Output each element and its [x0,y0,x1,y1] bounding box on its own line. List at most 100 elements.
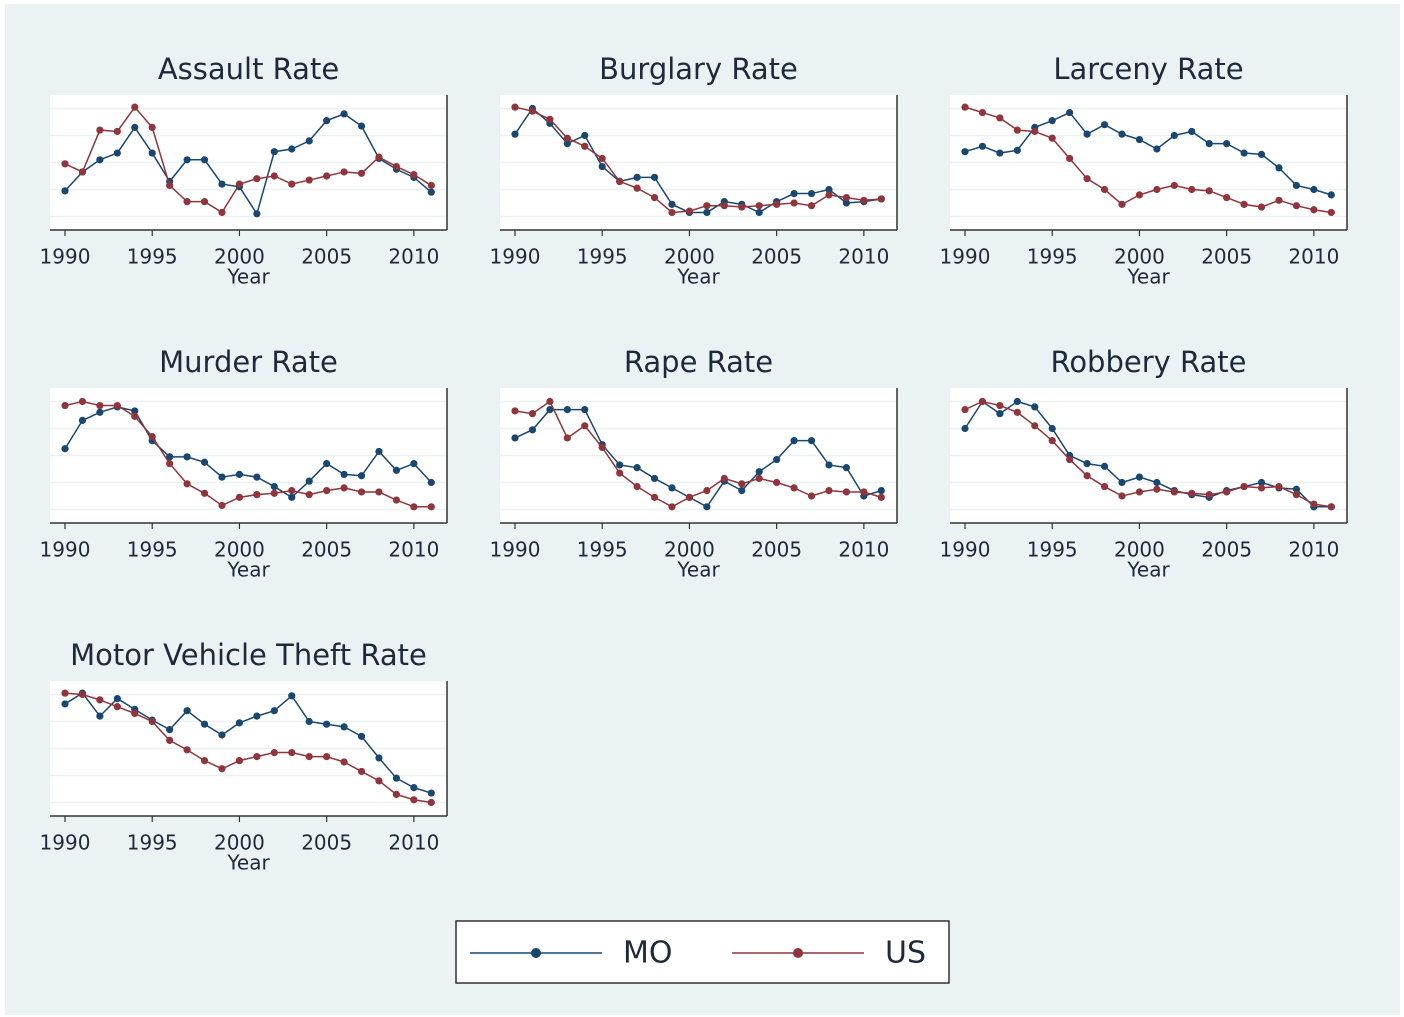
series-line [514,107,882,214]
series-marker [1205,140,1213,148]
series-marker [253,473,261,481]
series-marker [218,473,226,481]
series-marker [183,480,191,488]
series-marker [668,503,676,511]
series-line [964,400,1332,508]
series-marker [200,757,209,765]
series-marker [511,434,519,442]
x-tick-label: 2010 [838,245,889,269]
series-marker [1100,185,1109,194]
series-marker [357,122,366,130]
series-marker [877,487,885,495]
series-marker [392,466,401,474]
series-marker [546,397,554,406]
series-marker [1118,492,1126,500]
series-marker [427,789,435,797]
series-marker [288,180,296,188]
x-tick-label: 2010 [388,831,439,855]
series-marker [183,198,191,206]
series-marker [200,489,209,497]
series-marker [546,406,554,414]
series-marker [563,434,571,442]
x-tick-label: 1990 [940,245,991,269]
series-marker [340,723,348,731]
series-marker [961,103,969,111]
series-marker [996,114,1004,122]
series-marker [511,407,519,415]
series-marker [183,746,191,754]
series-marker [1153,145,1161,153]
series-marker [738,480,746,488]
series-marker [825,487,833,495]
series-marker [1118,130,1126,138]
series-marker [410,460,418,468]
x-tick-label: 1995 [127,538,178,562]
series-marker [1031,422,1039,430]
panel-title: Burglary Rate [599,52,798,86]
series-marker [235,180,244,188]
series-marker [685,207,694,215]
panel-title: Robbery Rate [1050,345,1246,379]
series-line [64,692,432,794]
series-marker [166,726,174,734]
series-marker [96,156,104,164]
series-marker [1066,108,1074,117]
series-marker [978,108,987,117]
series-marker [166,460,174,468]
series-marker [616,177,624,185]
x-tick-label: 2005 [751,538,802,562]
series-marker [392,162,401,171]
x-tick-label: 2000 [664,245,715,269]
series-marker [825,185,833,194]
series-marker [375,754,383,762]
series-marker [1327,191,1335,199]
series-marker [773,455,781,464]
series-marker [166,736,174,745]
series-marker [790,484,798,492]
series-marker [961,424,969,433]
series-marker [650,194,659,202]
series-marker [842,464,851,472]
panel-title: Motor Vehicle Theft Rate [70,638,427,672]
series-line [64,113,432,216]
series-marker [235,470,244,478]
series-marker [148,433,156,441]
series-marker [253,175,261,183]
x-tick-label: 1990 [40,245,91,269]
series-marker [1083,460,1091,468]
series-marker [305,753,313,761]
series-marker [1292,181,1301,190]
series-marker [755,474,763,483]
x-tick-label: 1995 [1027,538,1078,562]
series-marker [1275,164,1283,172]
series-marker [78,168,87,176]
x-tick-label: 1995 [127,245,178,269]
series-marker [78,397,87,406]
series-marker [773,200,781,208]
series-marker [961,406,969,414]
series-marker [790,437,798,445]
series-marker [650,493,659,501]
series-marker [253,753,261,761]
series-marker [323,753,331,761]
series-marker [148,123,156,131]
series-marker [166,453,174,461]
series-marker [427,478,435,487]
series-marker [807,492,816,500]
series-marker [131,123,139,131]
series-marker [183,707,191,715]
x-tick-label: 2000 [214,245,265,269]
series-marker [1223,140,1231,148]
series-marker [200,720,209,728]
series-line [64,692,432,804]
panel-title: Assault Rate [158,52,339,86]
series-marker [996,149,1004,157]
series-marker [616,461,624,469]
series-marker [357,488,366,496]
x-tick-label: 2005 [301,538,352,562]
series-marker [668,200,676,208]
series-marker [1153,478,1161,487]
series-line [964,400,1332,508]
series-marker [546,115,554,123]
series-marker [1100,482,1109,491]
